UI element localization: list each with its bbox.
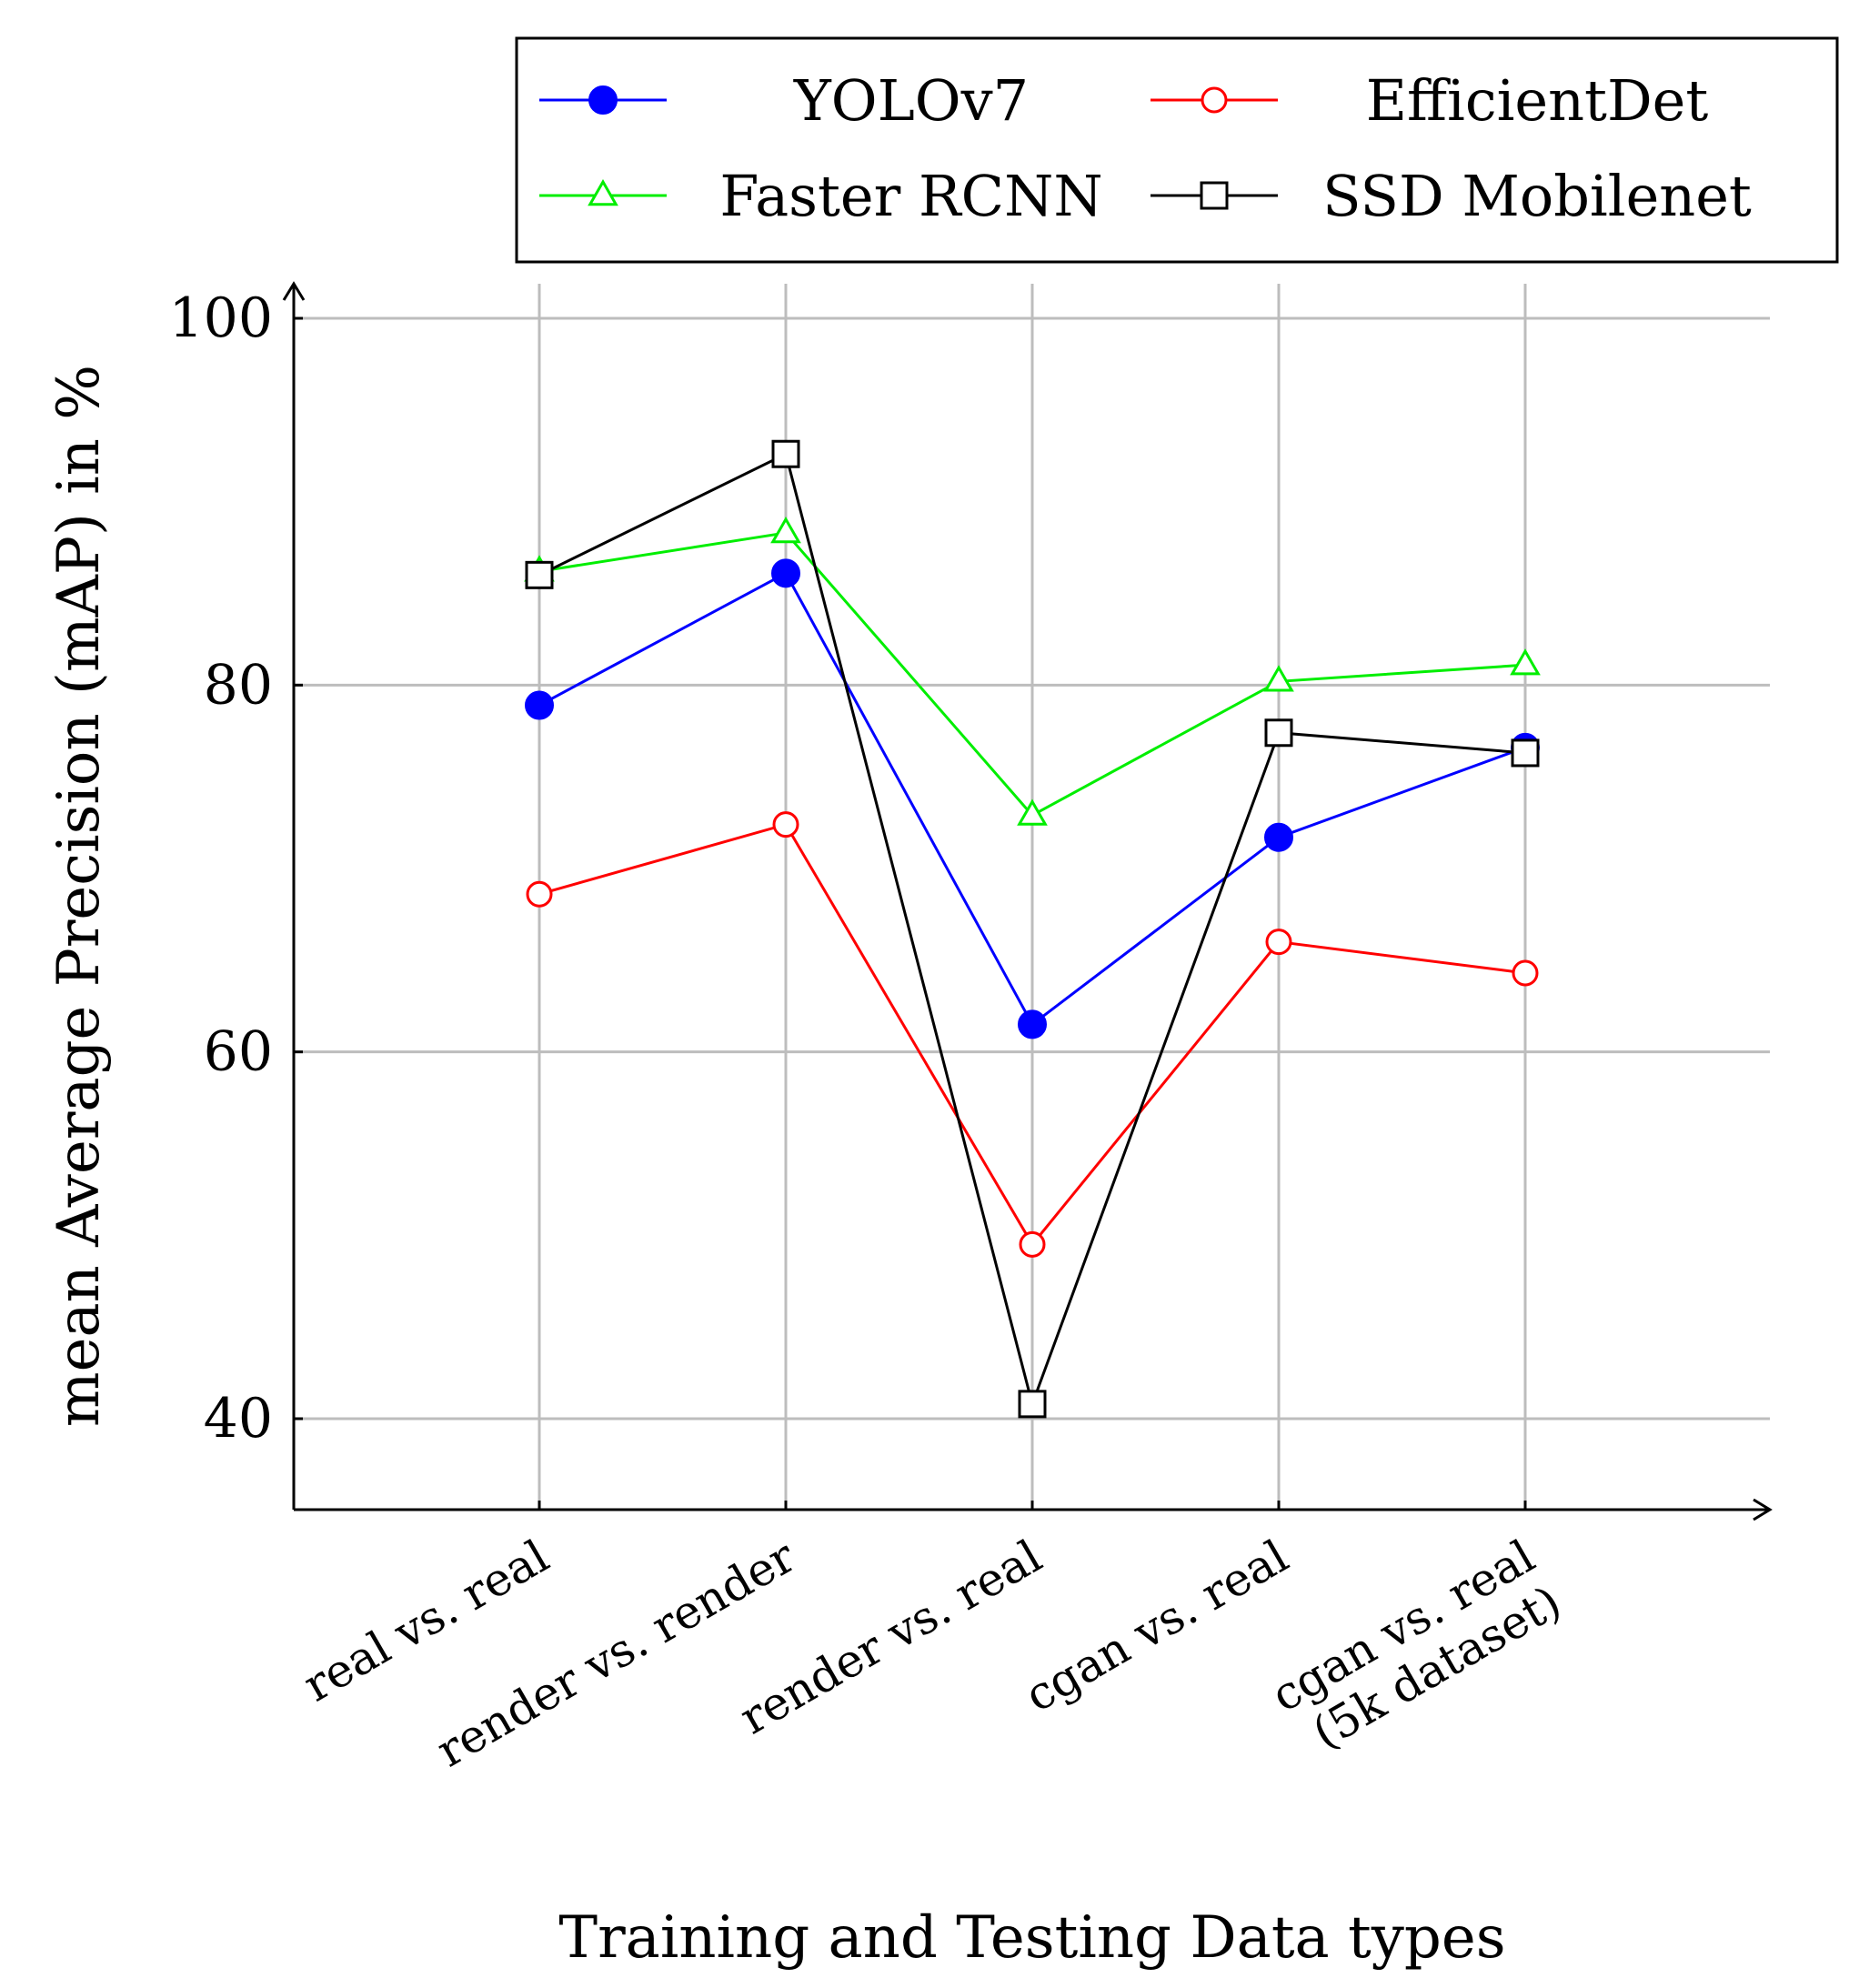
point-ssd-mobilenet-4 — [1511, 738, 1540, 768]
legend-marker — [1201, 86, 1228, 114]
y-axis-arrow — [282, 281, 306, 301]
point-efficientdet-4 — [1512, 959, 1539, 987]
y-axis-title: mean Average Precision (mAP) in % — [45, 365, 113, 1427]
point-efficientdet-3 — [1265, 929, 1292, 956]
point-faster-rcnn-2 — [1017, 798, 1048, 826]
axes — [282, 281, 1773, 1521]
point-yolov7-1 — [771, 558, 800, 588]
legend-label: EfficientDet — [1366, 67, 1709, 134]
y-tick-label-100: 100 — [168, 286, 273, 350]
y-tick-label-80: 80 — [204, 653, 273, 717]
y-tick-label-60: 60 — [204, 1020, 273, 1084]
point-efficientdet-1 — [772, 811, 799, 838]
point-yolov7-0 — [525, 690, 554, 720]
x-tick-label-line: cgan vs. real — [1016, 1530, 1297, 1722]
point-faster-rcnn-1 — [770, 516, 801, 544]
point-efficientdet-0 — [526, 880, 553, 908]
point-faster-rcnn-3 — [1263, 665, 1294, 692]
legend-entry-ssd-mobilenet: SSD Mobilenet — [1151, 163, 1752, 229]
point-yolov7-2 — [1018, 1009, 1047, 1039]
x-axis-arrow — [1753, 1498, 1773, 1521]
legend-entry-faster-rcnn: Faster RCNN — [539, 163, 1103, 229]
point-yolov7-3 — [1264, 822, 1293, 852]
legend: YOLOv7 EfficientDet Faster RCNN SSD Mobilen… — [515, 36, 1839, 264]
grid-lines — [294, 284, 1770, 1510]
legend-entry-efficientdet: EfficientDet — [1151, 67, 1708, 134]
point-faster-rcnn-4 — [1510, 648, 1541, 676]
legend-label: Faster RCNN — [719, 163, 1102, 229]
point-ssd-mobilenet-0 — [525, 560, 554, 589]
series-markers — [524, 439, 1541, 1419]
y-tick-label-40: 40 — [204, 1387, 273, 1451]
legend-marker — [588, 178, 618, 206]
point-ssd-mobilenet-2 — [1018, 1390, 1047, 1419]
point-ssd-mobilenet-1 — [771, 439, 800, 468]
legend-marker — [1200, 181, 1229, 210]
x-tick-label-4: cgan vs. real(5k dataset) — [1262, 1530, 1570, 1759]
x-tick-label-3: cgan vs. real — [1016, 1530, 1297, 1722]
point-ssd-mobilenet-3 — [1264, 718, 1293, 748]
x-axis-title: Training and Testing Data types — [558, 1904, 1505, 1972]
legend-label: SSD Mobilenet — [1322, 163, 1752, 229]
point-efficientdet-2 — [1019, 1230, 1046, 1258]
legend-marker — [588, 85, 618, 115]
legend-label: YOLOv7 — [793, 67, 1029, 134]
legend-entry-yolov7: YOLOv7 — [539, 67, 1029, 134]
legend-box — [515, 36, 1839, 264]
